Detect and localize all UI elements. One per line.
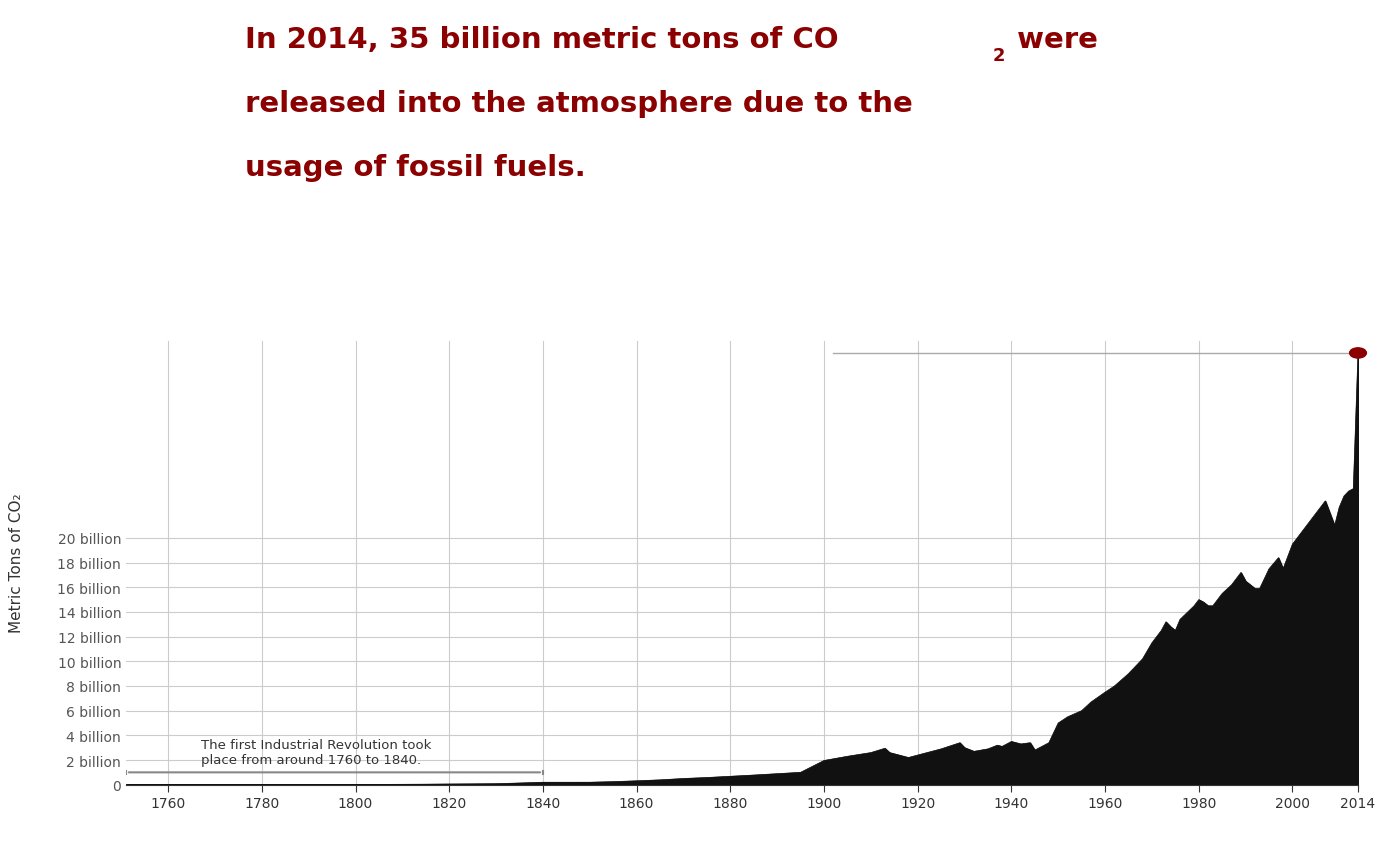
Text: released into the atmosphere due to the: released into the atmosphere due to the [245,90,913,118]
Text: The first Industrial Revolution took
place from around 1760 to 1840.: The first Industrial Revolution took pla… [202,738,431,766]
Text: Metric Tons of CO₂: Metric Tons of CO₂ [10,493,24,633]
Text: In 2014, 35 billion metric tons of CO: In 2014, 35 billion metric tons of CO [245,26,839,54]
Text: usage of fossil fuels.: usage of fossil fuels. [245,154,585,182]
Text: 2: 2 [993,47,1005,65]
Text: were: were [1007,26,1098,54]
